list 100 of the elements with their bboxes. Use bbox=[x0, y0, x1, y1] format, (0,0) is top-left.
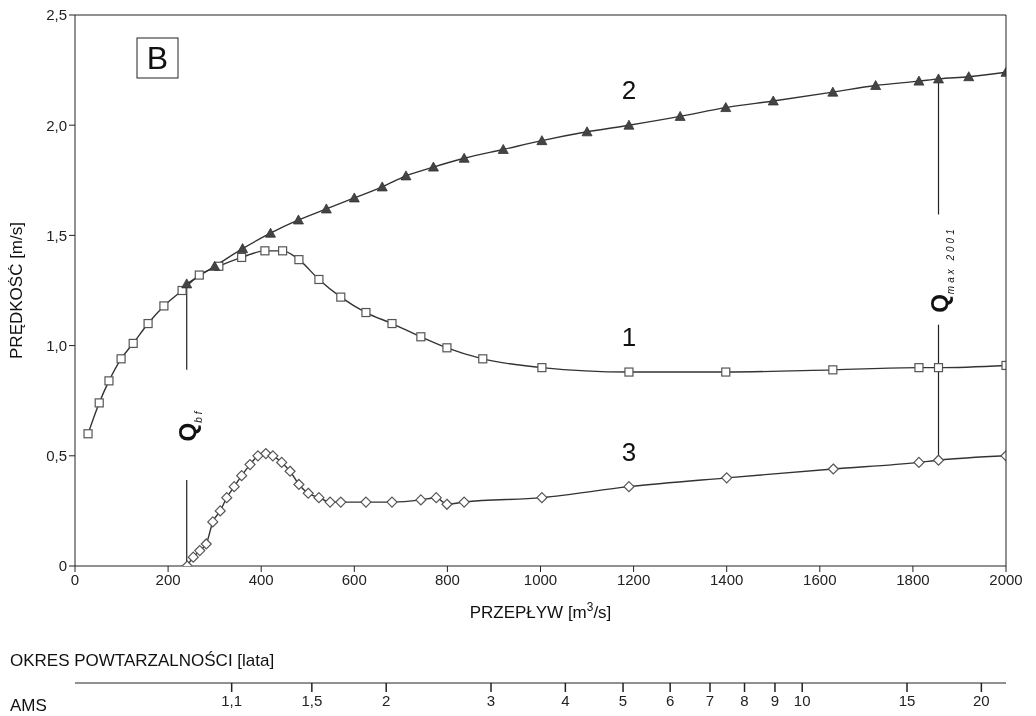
x-tick-label: 200 bbox=[155, 570, 181, 588]
point bbox=[827, 86, 839, 97]
point bbox=[536, 492, 548, 504]
point bbox=[348, 192, 360, 203]
point bbox=[237, 243, 248, 254]
point bbox=[721, 367, 731, 377]
x-tick-label: 1200 bbox=[616, 570, 651, 588]
point bbox=[302, 487, 314, 499]
point bbox=[313, 492, 325, 504]
x-tick-label: 400 bbox=[248, 570, 274, 588]
point bbox=[386, 496, 398, 508]
point bbox=[828, 365, 838, 375]
point bbox=[536, 135, 548, 146]
point bbox=[361, 307, 371, 318]
x2-tick-label: 5 bbox=[618, 692, 628, 709]
x2-tick-label: 10 bbox=[793, 692, 811, 709]
point bbox=[933, 73, 944, 84]
point bbox=[430, 492, 442, 504]
x-tick-label: 1800 bbox=[896, 570, 930, 588]
point bbox=[914, 363, 924, 373]
series-label: 1 bbox=[621, 322, 637, 353]
point bbox=[335, 496, 347, 508]
y-tick-label: 0 bbox=[58, 557, 67, 575]
point bbox=[244, 459, 256, 471]
point bbox=[294, 255, 304, 265]
point bbox=[827, 463, 839, 475]
point bbox=[116, 354, 126, 364]
point bbox=[416, 332, 426, 342]
y-tick-label: 0,5 bbox=[46, 447, 67, 465]
point bbox=[284, 465, 296, 477]
point bbox=[336, 292, 346, 302]
annotation: B bbox=[146, 40, 169, 76]
point bbox=[236, 470, 248, 482]
point bbox=[265, 227, 276, 238]
point bbox=[387, 318, 397, 329]
point bbox=[260, 246, 270, 256]
point bbox=[360, 496, 372, 508]
x-tick-label: 1000 bbox=[523, 570, 558, 588]
point bbox=[194, 270, 204, 280]
point bbox=[870, 80, 882, 90]
point bbox=[767, 95, 779, 106]
point bbox=[376, 181, 388, 192]
point bbox=[623, 481, 635, 493]
point bbox=[267, 450, 279, 462]
y-tick-label: 1,5 bbox=[46, 226, 67, 244]
point bbox=[624, 367, 634, 377]
point bbox=[228, 481, 240, 493]
point bbox=[260, 448, 272, 460]
x-tick-label: 2000 bbox=[989, 570, 1023, 588]
point bbox=[94, 398, 104, 408]
x-tick-label: 800 bbox=[434, 570, 460, 588]
point bbox=[181, 278, 193, 289]
x2-tick-label: 7 bbox=[705, 692, 715, 709]
point bbox=[428, 161, 439, 172]
point bbox=[207, 516, 219, 528]
point bbox=[83, 429, 93, 439]
point bbox=[276, 456, 288, 469]
point bbox=[478, 354, 488, 364]
point bbox=[537, 363, 547, 373]
point bbox=[442, 343, 452, 353]
point bbox=[293, 214, 304, 225]
point bbox=[104, 376, 114, 386]
x2-tick-label: 1,1 bbox=[221, 692, 243, 709]
y-tick-label: 2,0 bbox=[46, 116, 67, 134]
point bbox=[221, 492, 233, 504]
point bbox=[187, 551, 199, 563]
point bbox=[293, 478, 305, 491]
point bbox=[200, 538, 212, 550]
x2-tick-label: 3 bbox=[486, 692, 496, 709]
point bbox=[441, 498, 453, 510]
point bbox=[932, 454, 945, 466]
series-label: 2 bbox=[621, 75, 637, 106]
point bbox=[252, 450, 264, 462]
point bbox=[128, 338, 138, 348]
x-tick-label: 0 bbox=[70, 570, 80, 588]
x-tick-label: 600 bbox=[341, 570, 367, 588]
x2-tick-label: 4 bbox=[561, 692, 570, 709]
x2-tick-label: 6 bbox=[665, 692, 675, 709]
point bbox=[721, 472, 733, 484]
point bbox=[497, 144, 509, 154]
x2-tick-label: 8 bbox=[740, 692, 749, 709]
point bbox=[237, 252, 247, 263]
x2-axis-title: OKRES POWTARZALNOŚCI [lata] bbox=[10, 651, 275, 670]
point bbox=[720, 102, 732, 112]
x-tick-label: 1400 bbox=[710, 570, 744, 588]
point bbox=[913, 75, 925, 86]
text: AMS bbox=[10, 696, 47, 715]
point bbox=[963, 71, 975, 82]
point bbox=[194, 544, 206, 557]
x2-tick-label: 2 bbox=[382, 692, 391, 709]
point bbox=[933, 363, 944, 373]
x2-tick-label: 9 bbox=[770, 692, 780, 709]
point bbox=[324, 496, 336, 508]
x2-tick-label: 1,5 bbox=[301, 692, 323, 709]
point bbox=[581, 126, 593, 137]
series-label: 3 bbox=[621, 436, 637, 467]
point bbox=[458, 152, 470, 163]
point bbox=[458, 496, 470, 508]
point bbox=[214, 505, 226, 517]
point bbox=[159, 301, 169, 311]
